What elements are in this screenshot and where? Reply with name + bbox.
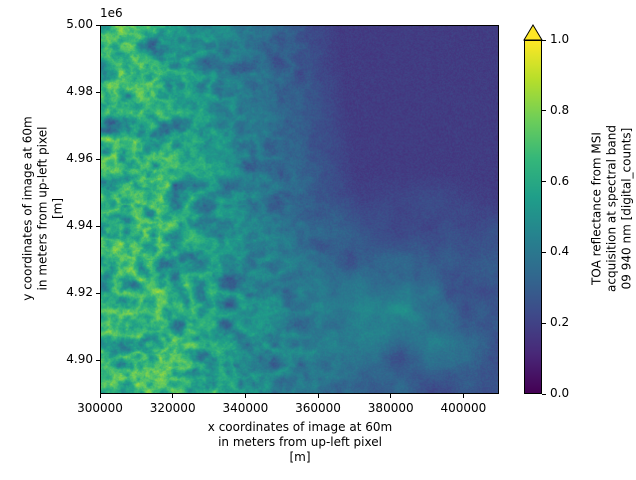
x-tick-label: 360000 [295, 401, 341, 415]
colorbar-tick-label: 1.0 [550, 32, 570, 46]
colorbar-tick-mark [542, 393, 546, 395]
colorbar-tick-mark [542, 322, 546, 324]
x-tick-mark [172, 394, 174, 398]
colorbar-tick-label: 0.6 [550, 173, 570, 188]
colorbar-tick-label: 0.8 [550, 102, 570, 117]
x-tick-label: 380000 [367, 401, 414, 415]
colorbar-tick-mark [542, 181, 546, 183]
y-tick-mark [96, 225, 100, 227]
y-axis-label: y coordinates of image at 60m in meters … [21, 89, 66, 329]
y-tick-mark [96, 292, 100, 294]
y-tick-mark [96, 24, 100, 26]
y-tick-label: 4.92 [66, 285, 93, 300]
raster-plot-area [100, 25, 499, 394]
y-axis-label-line-3: [m] [50, 197, 65, 220]
colorbar-extend-max-triangle-icon [523, 24, 543, 41]
x-tick-label: 320000 [149, 401, 196, 415]
x-tick-label: 400000 [440, 401, 487, 415]
colorbar-tick-label: 0.0 [550, 386, 570, 400]
x-tick-mark [99, 394, 101, 398]
x-tick-mark [462, 394, 464, 398]
x-axis-label-line-2: in meters from up-left pixel [218, 435, 382, 449]
x-tick-mark [317, 394, 319, 398]
y-tick-label: 4.98 [66, 84, 93, 99]
y-axis-label-line-2: in meters from up-left pixel [35, 126, 50, 291]
y-tick-label: 4.96 [66, 151, 93, 166]
y-tick-mark [96, 359, 100, 361]
x-axis-label-line-1: x coordinates of image at 60m [207, 420, 393, 434]
colorbar-tick-mark [542, 251, 546, 253]
colorbar-tick-mark [542, 39, 546, 41]
y-axis-label-line-1: y coordinates of image at 60m [20, 116, 35, 301]
colorbar-label: TOA reflectance from MSI acquisition at … [590, 89, 635, 329]
x-tick-label: 340000 [222, 401, 269, 415]
x-tick-label: 300000 [77, 401, 123, 415]
reflectance-raster-image [101, 26, 498, 393]
y-axis-offset-text: 1e6 [100, 6, 123, 20]
x-axis-label-line-3: [m] [289, 450, 311, 464]
colorbar [524, 40, 542, 394]
colorbar-tick-label: 0.4 [550, 244, 570, 259]
colorbar-label-line-1: TOA reflectance from MSI [589, 132, 604, 285]
colorbar-label-line-2: acquisition at spectral band [604, 125, 619, 292]
x-axis-label: x coordinates of image at 60m in meters … [180, 420, 420, 465]
colorbar-tick-mark [542, 110, 546, 112]
y-tick-mark [96, 91, 100, 93]
x-tick-mark [390, 394, 392, 398]
y-tick-label: 4.90 [66, 352, 93, 367]
y-tick-label: 4.94 [66, 218, 93, 233]
y-tick-label: 5.00 [66, 17, 93, 31]
y-tick-mark [96, 158, 100, 160]
colorbar-tick-label: 0.2 [550, 315, 570, 330]
x-tick-mark [244, 394, 246, 398]
colorbar-label-line-3: 09 940 nm [digital_counts] [619, 127, 634, 290]
